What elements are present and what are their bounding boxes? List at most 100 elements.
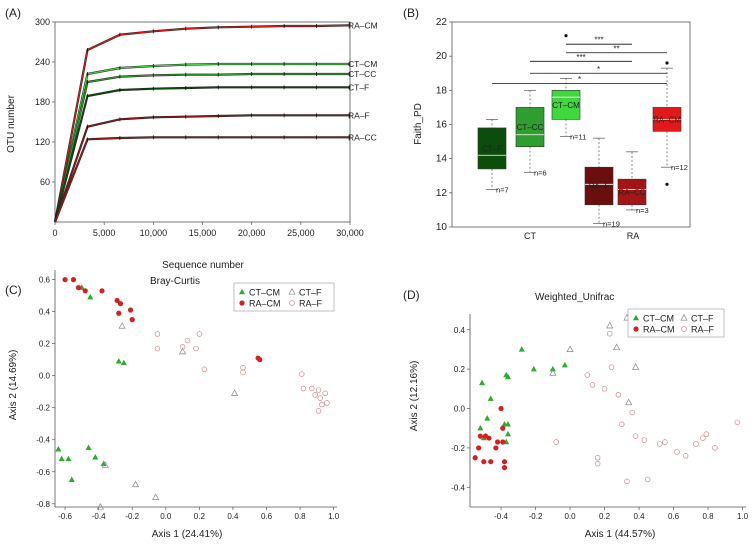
- point: [488, 459, 494, 465]
- box-label: RA–F: [589, 182, 610, 191]
- tick-label: 10: [436, 222, 448, 233]
- tick-label: 0.6: [261, 512, 273, 521]
- point: [693, 441, 699, 447]
- point: [117, 301, 124, 307]
- panel-d: (D) Weighted_Unifrac -0.4 -0.2 0.0 0.2 0.4 0.…: [403, 288, 749, 540]
- legend-label: RA–CM: [643, 325, 675, 335]
- series-CT–F: [96, 322, 239, 510]
- tick-label: 0.4: [454, 326, 466, 335]
- series-RA–F: [553, 330, 741, 485]
- series-CT–CM: [55, 284, 127, 482]
- tick-label: 1.0: [737, 512, 749, 521]
- point: [680, 313, 688, 321]
- y-axis-label: Faith_PD: [413, 103, 424, 145]
- point: [530, 365, 537, 372]
- significance-label: ***: [576, 53, 585, 62]
- point: [549, 365, 556, 372]
- point: [566, 345, 574, 352]
- series-line-outline: [53, 136, 350, 223]
- point: [589, 382, 596, 388]
- point: [619, 421, 625, 428]
- point: [288, 287, 296, 295]
- point: [184, 337, 191, 344]
- point: [504, 420, 511, 427]
- point: [239, 300, 245, 306]
- tick-label: 0.8: [295, 512, 307, 521]
- legend-label: RA–CM: [249, 299, 281, 309]
- tick-label: 0.4: [227, 512, 239, 521]
- panel-c: (C) Bray-Curtis -0.6 -0.4 -0.2 0.0 0.2 0.4 0.6…: [5, 270, 340, 540]
- panel-a: (A) 0 5,000 10,000 15,000 20,000 25,000 30,000…: [5, 6, 378, 271]
- tick-label: 16: [436, 120, 448, 131]
- point: [703, 431, 710, 437]
- point: [501, 465, 508, 471]
- tick-label: -0.6: [36, 468, 50, 477]
- tick-label: 1.0: [328, 512, 340, 521]
- legend-label: CT–CM: [249, 288, 280, 298]
- point: [55, 446, 62, 452]
- tick-label: -0.4: [36, 436, 50, 445]
- point: [319, 401, 325, 408]
- box-label: CT–F: [482, 144, 502, 153]
- sample-count: n=7: [496, 185, 509, 194]
- point: [68, 476, 75, 482]
- point: [115, 357, 122, 364]
- point: [65, 455, 72, 462]
- panel-a-lines: [53, 23, 351, 223]
- outlier-point: [665, 61, 669, 65]
- point: [85, 444, 92, 450]
- legend-label: CT–F: [299, 288, 322, 298]
- series-line: [54, 73, 350, 223]
- box-CT–CM: CT–CM n=11: [551, 34, 586, 141]
- point: [486, 435, 492, 441]
- tick-label: 0.0: [454, 405, 466, 414]
- point: [317, 395, 323, 401]
- point: [239, 288, 245, 295]
- point: [712, 445, 718, 451]
- series-line: [54, 24, 351, 223]
- series-CT–CM: [477, 346, 568, 445]
- x-axis-label: Sequence number: [162, 260, 244, 271]
- tick-label: 25,000: [287, 228, 315, 238]
- box-label: CT–CM: [552, 101, 580, 110]
- tick-label: -0.8: [36, 500, 50, 509]
- tick-label: 0.2: [39, 340, 51, 349]
- tick-label: -0.4: [92, 512, 106, 521]
- tick-label: 30,000: [336, 228, 364, 238]
- category-label: RA: [627, 231, 640, 241]
- significance-label: *: [597, 65, 600, 74]
- point: [481, 459, 487, 465]
- point: [322, 390, 329, 397]
- point: [120, 359, 127, 366]
- point: [300, 385, 307, 392]
- tick-label: -0.2: [36, 404, 50, 413]
- point: [309, 385, 315, 392]
- tick-label: 0.8: [702, 512, 714, 521]
- point: [504, 373, 511, 380]
- tick-label: 0.0: [160, 512, 172, 521]
- point: [472, 455, 478, 461]
- point: [477, 424, 484, 431]
- legend-label: CT–F: [691, 314, 714, 324]
- panel-b-label: (B): [403, 6, 419, 20]
- tick-label: -0.2: [125, 512, 139, 521]
- legend-label: CT–CM: [643, 314, 674, 324]
- point: [114, 297, 120, 304]
- point: [584, 372, 591, 378]
- box: [617, 178, 647, 206]
- point: [479, 379, 486, 386]
- point: [501, 459, 508, 465]
- series-line: [54, 136, 350, 223]
- plot-frame: [54, 21, 351, 223]
- tick-label: 15,000: [189, 228, 217, 238]
- point: [633, 326, 639, 332]
- point: [594, 455, 601, 461]
- box: [551, 90, 581, 120]
- panel-b: (B) 10 12 14 16 18 20 22 CT–F n=7 CT–CC n=6 CT–CM n=…: [403, 6, 691, 241]
- series-line: [54, 63, 350, 223]
- y-axis-label: Axis 2 (12.16%): [409, 361, 420, 432]
- y-axis-label: OTU number: [6, 94, 17, 152]
- series-line-outline: [53, 72, 350, 223]
- box-label: CT–CC: [517, 123, 544, 132]
- point: [99, 288, 105, 294]
